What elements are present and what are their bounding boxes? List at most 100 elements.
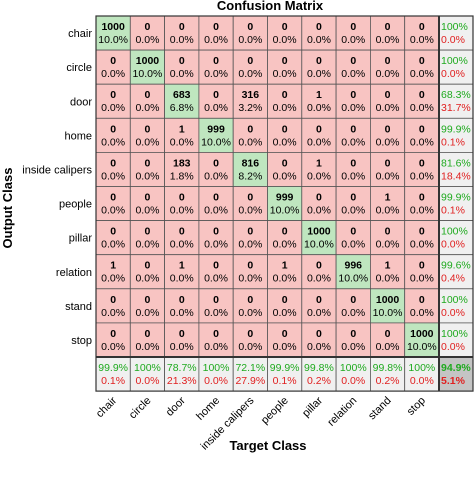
- cell-percent: 0.0%: [135, 34, 159, 46]
- cell-count: 1000: [136, 55, 160, 67]
- cell-count: 0: [316, 294, 322, 306]
- matrix-cell: [95, 186, 131, 221]
- cell-percent: 0.0%: [307, 34, 331, 46]
- cell-count: 0: [419, 157, 425, 169]
- row-summary-cell: [438, 288, 474, 324]
- cell-count: 0: [350, 55, 356, 67]
- cell-percent: 0.0%: [410, 239, 434, 251]
- cell-count: 0: [282, 328, 288, 340]
- matrix-cell: [232, 254, 268, 290]
- matrix-cell: [95, 220, 131, 256]
- cell-count: 0: [213, 21, 219, 33]
- cell-percent: 3.2%: [238, 102, 262, 114]
- col-summary-correct: 99.8%: [304, 362, 334, 374]
- matrix-cell: [335, 288, 371, 324]
- matrix-cell: [164, 186, 200, 221]
- matrix-cell: [164, 288, 200, 324]
- cell-count: 0: [350, 226, 356, 238]
- cell-percent: 0.0%: [273, 307, 297, 319]
- matrix-cell: [95, 322, 131, 358]
- col-summary-correct: 72.1%: [235, 362, 265, 374]
- matrix-cell: [335, 254, 371, 290]
- cell-percent: 0.0%: [341, 68, 365, 80]
- cell-percent: 0.0%: [410, 170, 434, 182]
- cell-percent: 6.8%: [170, 102, 194, 114]
- cell-count: 0: [213, 89, 219, 101]
- cell-count: 0: [179, 294, 185, 306]
- row-summary-correct: 99.9%: [441, 192, 471, 204]
- cell-percent: 0.0%: [410, 102, 434, 114]
- cell-count: 0: [179, 192, 185, 204]
- summary-cells: 100%0.0%100%0.0%68.3%31.7%99.9%0.1%81.6%…: [95, 15, 474, 392]
- cell-count: 0: [110, 294, 116, 306]
- matrix-cell: [301, 220, 337, 256]
- x-tick-label: door: [164, 395, 188, 419]
- row-summary-correct: 68.3%: [441, 89, 471, 101]
- cell-percent: 0.0%: [101, 273, 125, 285]
- x-tick-label: circle: [127, 395, 154, 422]
- cell-percent: 0.0%: [376, 34, 400, 46]
- cell-count: 0: [213, 192, 219, 204]
- matrix-cell: [301, 83, 337, 119]
- cell-count: 0: [419, 123, 425, 135]
- y-axis-title: Output Class: [0, 168, 15, 249]
- matrix-cells: 100010.0%00.0%00.0%00.0%00.0%00.0%00.0%0…: [95, 15, 440, 358]
- cell-percent: 0.0%: [273, 341, 297, 353]
- matrix-cell: [267, 151, 303, 187]
- cell-count: 0: [179, 328, 185, 340]
- col-summary-cell: [301, 356, 337, 392]
- row-summary-correct: 100%: [441, 21, 468, 33]
- cell-percent: 0.0%: [135, 102, 159, 114]
- cell-percent: 0.0%: [170, 136, 194, 148]
- cell-count: 0: [385, 123, 391, 135]
- matrix-cell: [95, 117, 131, 153]
- cell-count: 0: [419, 21, 425, 33]
- matrix-cell: [198, 288, 234, 324]
- cell-percent: 0.0%: [238, 341, 262, 353]
- matrix-cell: [232, 151, 268, 187]
- matrix-cell: [369, 322, 406, 358]
- cell-percent: 0.0%: [238, 136, 262, 148]
- cell-percent: 0.0%: [204, 170, 228, 182]
- cell-count: 0: [316, 328, 322, 340]
- cell-percent: 0.0%: [273, 136, 297, 148]
- cell-count: 683: [173, 89, 191, 101]
- y-tick-label: chair: [68, 28, 92, 40]
- cell-count: 0: [110, 55, 116, 67]
- cell-percent: 0.0%: [101, 341, 125, 353]
- cell-count: 316: [242, 89, 260, 101]
- matrix-cell: [301, 288, 337, 324]
- cell-percent: 0.0%: [307, 68, 331, 80]
- cell-count: 0: [282, 55, 288, 67]
- cell-count: 0: [350, 294, 356, 306]
- cell-percent: 0.0%: [341, 170, 365, 182]
- col-summary-error: 0.0%: [135, 375, 159, 387]
- cell-count: 1: [385, 192, 391, 204]
- cell-count: 0: [110, 226, 116, 238]
- cell-count: 1: [316, 89, 322, 101]
- matrix-cell: [129, 15, 166, 51]
- cell-count: 0: [282, 89, 288, 101]
- matrix-cell: [267, 322, 303, 358]
- matrix-cell: [198, 254, 234, 290]
- cell-percent: 10.0%: [373, 307, 403, 319]
- cell-count: 0: [282, 157, 288, 169]
- y-tick-label: stop: [71, 335, 92, 347]
- cell-count: 0: [110, 328, 116, 340]
- cell-percent: 0.0%: [410, 273, 434, 285]
- row-summary-error: 0.0%: [441, 341, 465, 353]
- cell-percent: 0.0%: [204, 68, 228, 80]
- cell-count: 999: [207, 123, 225, 135]
- cell-count: 0: [213, 157, 219, 169]
- cell-percent: 0.0%: [101, 136, 125, 148]
- col-summary-error: 0.1%: [273, 375, 297, 387]
- cell-percent: 0.0%: [307, 170, 331, 182]
- y-tick-label: people: [59, 199, 92, 211]
- matrix-cell: [404, 322, 440, 358]
- cell-percent: 0.0%: [170, 205, 194, 217]
- cell-percent: 0.0%: [341, 102, 365, 114]
- x-tick-label: home: [194, 395, 222, 423]
- cell-percent: 0.0%: [376, 102, 400, 114]
- cell-percent: 0.0%: [238, 273, 262, 285]
- matrix-cell: [164, 83, 200, 119]
